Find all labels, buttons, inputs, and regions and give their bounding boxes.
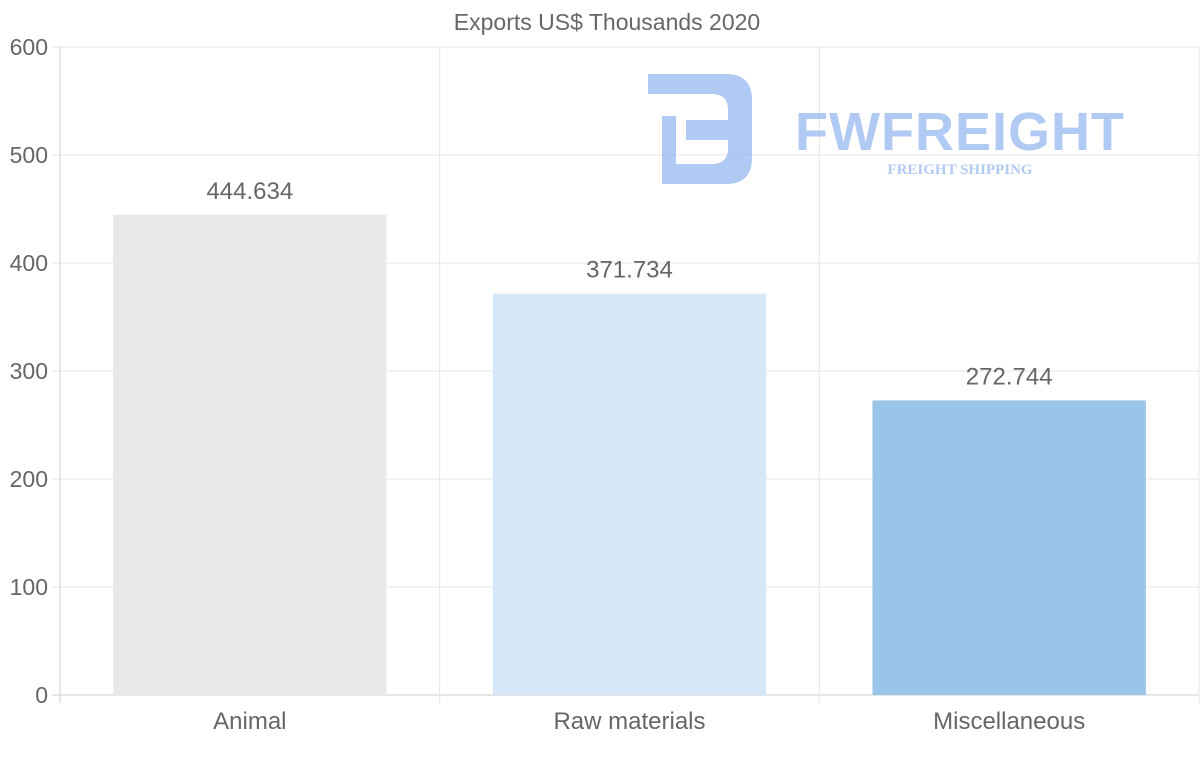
- y-tick-label: 0: [35, 682, 48, 708]
- watermark-brand: FWFREIGHT: [795, 102, 1125, 162]
- data-label: 371.734: [586, 257, 673, 284]
- y-tick-label: 500: [10, 142, 48, 168]
- x-tick-label: Miscellaneous: [933, 708, 1085, 735]
- y-tick-label: 400: [10, 250, 48, 276]
- chart-title: Exports US$ Thousands 2020: [454, 9, 760, 35]
- bar-raw-materials[interactable]: [492, 293, 767, 695]
- bars-layer: [113, 214, 1146, 695]
- x-tick-label: Animal: [213, 708, 286, 735]
- y-tick-label: 200: [10, 466, 48, 492]
- y-tick-label: 300: [10, 358, 48, 384]
- data-label: 444.634: [206, 178, 293, 205]
- bar-miscellaneous[interactable]: [872, 400, 1146, 695]
- watermark-tagline: FREIGHT SHIPPING: [887, 162, 1032, 178]
- fw-logo-icon: [648, 74, 752, 184]
- labels-layer: 0 100 200 300 400 500 600 444.634 Animal 371.734 R…: [10, 34, 1086, 735]
- y-tick-label: 600: [10, 34, 48, 60]
- logo-mark-shape: [648, 74, 752, 184]
- logo-mark-bar: [662, 116, 676, 184]
- watermark-logo: FWFREIGHT FREIGHT SHIPPING: [648, 74, 1125, 184]
- data-label: 272.744: [966, 363, 1053, 390]
- x-tick-label: Raw materials: [553, 708, 705, 735]
- y-tick-label: 100: [10, 574, 48, 600]
- bar-animal[interactable]: [113, 214, 387, 695]
